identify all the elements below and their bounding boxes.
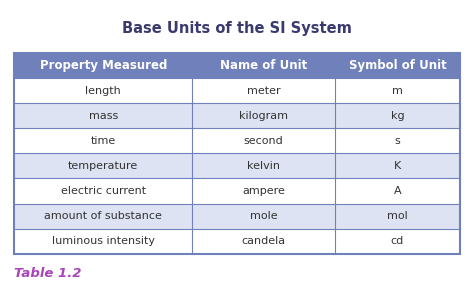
Bar [14, 204, 192, 229]
Bar [192, 229, 335, 254]
Bar [14, 53, 192, 78]
Text: s: s [394, 136, 400, 146]
Bar [192, 204, 335, 229]
Text: kilogram: kilogram [239, 111, 288, 121]
Text: kelvin: kelvin [247, 161, 280, 171]
Text: electric current: electric current [61, 186, 146, 196]
Text: ampere: ampere [242, 186, 285, 196]
Bar [335, 103, 460, 128]
Bar [14, 229, 192, 254]
Text: candela: candela [242, 236, 286, 246]
Text: Symbol of Unit: Symbol of Unit [348, 59, 447, 72]
Text: mole: mole [250, 211, 278, 221]
Bar [335, 178, 460, 204]
Bar [335, 53, 460, 78]
Text: mol: mol [387, 211, 408, 221]
Bar [192, 153, 335, 178]
Bar [335, 204, 460, 229]
Bar [14, 153, 192, 178]
Text: Base Units of the SI System: Base Units of the SI System [122, 21, 352, 36]
Bar [14, 78, 192, 103]
Bar [192, 53, 335, 78]
Text: length: length [85, 86, 121, 96]
Bar [192, 78, 335, 103]
Bar [335, 229, 460, 254]
Text: A: A [393, 186, 401, 196]
Bar [335, 153, 460, 178]
Text: cd: cd [391, 236, 404, 246]
Text: temperature: temperature [68, 161, 138, 171]
Bar [14, 103, 192, 128]
Text: amount of substance: amount of substance [45, 211, 162, 221]
Bar [192, 178, 335, 204]
Bar [14, 128, 192, 153]
Text: Table 1.2: Table 1.2 [14, 267, 82, 280]
Text: K: K [394, 161, 401, 171]
Text: luminous intensity: luminous intensity [52, 236, 155, 246]
Text: kg: kg [391, 111, 404, 121]
Bar [192, 103, 335, 128]
Text: meter: meter [247, 86, 281, 96]
Bar [335, 128, 460, 153]
Text: time: time [91, 136, 116, 146]
Text: second: second [244, 136, 283, 146]
Bar [335, 78, 460, 103]
Text: Name of Unit: Name of Unit [220, 59, 307, 72]
Text: Property Measured: Property Measured [40, 59, 167, 72]
Text: mass: mass [89, 111, 118, 121]
Text: m: m [392, 86, 403, 96]
Bar [14, 178, 192, 204]
Bar [192, 128, 335, 153]
